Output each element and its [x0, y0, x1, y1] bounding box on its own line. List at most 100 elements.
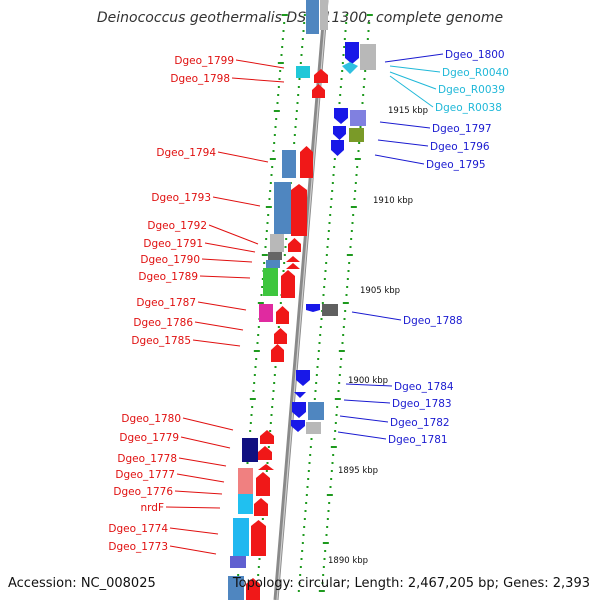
tick-mark — [283, 22, 286, 24]
tick-mark — [237, 574, 240, 576]
gene-arrow — [333, 126, 346, 140]
tick-mark — [309, 454, 312, 456]
leader-line — [176, 473, 225, 483]
gene-arrow — [258, 464, 274, 470]
gene-arrow — [286, 263, 300, 269]
tick-mark — [299, 574, 302, 576]
tick-mark — [334, 398, 341, 400]
gene-label: Dgeo_1797 — [432, 123, 492, 135]
tick-mark — [277, 326, 280, 328]
map-title: Deinococcus geothermalis DSM 11300, comp… — [97, 10, 503, 26]
gene-label: Dgeo_1792 — [147, 220, 207, 232]
tick-mark — [340, 358, 343, 360]
gene-arrow — [271, 344, 284, 362]
leader-line — [199, 275, 251, 279]
tick-mark — [273, 110, 280, 112]
gene-block — [322, 304, 338, 316]
gene-label: Dgeo_1798 — [170, 73, 230, 85]
tick-mark — [277, 62, 284, 64]
gene-label: Dgeo_1785 — [131, 335, 191, 347]
tick-mark — [330, 478, 333, 480]
gene-label: Dgeo_1788 — [403, 315, 463, 327]
tick-mark — [342, 302, 349, 304]
tick-mark — [253, 374, 256, 376]
tick-mark — [322, 566, 325, 568]
tick-mark — [271, 398, 274, 400]
gene-label: Dgeo_R0039 — [438, 84, 505, 96]
tick-mark — [332, 174, 335, 176]
tick-mark — [269, 190, 272, 192]
tick-mark — [343, 46, 346, 48]
tick-mark — [343, 38, 346, 40]
tick-mark — [302, 30, 305, 32]
tick-mark — [252, 390, 255, 392]
tick-mark — [260, 294, 263, 296]
tick-mark — [329, 214, 332, 216]
tick-mark — [331, 462, 334, 464]
tick-mark — [279, 70, 282, 72]
gene-arrow — [345, 42, 359, 64]
leader-line — [337, 431, 387, 440]
gene-label: Dgeo_1794 — [156, 147, 216, 159]
tick-mark — [350, 230, 353, 232]
gene-block — [320, 0, 328, 30]
tick-mark — [267, 446, 270, 448]
tick-mark — [301, 542, 304, 544]
tick-mark — [303, 518, 306, 520]
tick-mark — [318, 342, 321, 344]
tick-mark — [345, 22, 348, 24]
gene-arrow — [294, 392, 306, 398]
tick-mark — [249, 422, 252, 424]
tick-mark — [265, 206, 272, 208]
tick-mark — [293, 134, 296, 136]
tick-mark — [359, 126, 362, 128]
tick-mark — [265, 238, 268, 240]
gene-label: Dgeo_1779 — [119, 432, 179, 444]
leader-line — [212, 196, 261, 207]
tick-mark — [251, 406, 254, 408]
tick-mark — [334, 422, 337, 424]
tick-mark — [319, 334, 322, 336]
gene-block — [282, 150, 296, 178]
tick-mark — [281, 46, 284, 48]
gene-block — [349, 128, 364, 142]
tick-mark — [335, 414, 338, 416]
tick-mark — [323, 278, 326, 280]
leader-line — [169, 545, 217, 555]
tick-mark — [261, 254, 268, 256]
tick-mark — [366, 38, 369, 40]
leader-line — [182, 417, 234, 431]
tick-mark — [297, 86, 300, 88]
leader-line — [345, 383, 393, 387]
tick-mark — [345, 294, 348, 296]
gene-label: Dgeo_1796 — [430, 141, 490, 153]
gene-label: Dgeo_R0038 — [435, 102, 502, 114]
tick-mark — [284, 246, 287, 248]
gene-label: Dgeo_1795 — [426, 159, 486, 171]
tick-mark — [246, 462, 249, 464]
tick-mark — [362, 94, 365, 96]
tick-mark — [266, 462, 269, 464]
leader-line — [389, 71, 437, 90]
tick-mark — [273, 374, 276, 376]
scale-label: 1915 kbp — [388, 106, 428, 116]
tick-mark — [318, 590, 325, 592]
tick-mark — [320, 318, 323, 320]
tick-mark — [274, 366, 277, 368]
gene-features — [228, 0, 376, 600]
tick-mark — [278, 78, 281, 80]
scale-label: 1905 kbp — [360, 286, 400, 296]
tick-mark — [339, 366, 342, 368]
tick-mark — [332, 454, 335, 456]
leader-line — [180, 436, 231, 449]
tick-mark — [354, 158, 361, 160]
tick-mark — [319, 326, 322, 328]
gene-label: Dgeo_1800 — [445, 49, 505, 61]
gene-label: Dgeo_1781 — [388, 434, 448, 446]
tick-mark — [280, 54, 283, 56]
tick-mark — [271, 406, 274, 408]
gene-arrow — [291, 184, 307, 236]
tick-mark — [338, 382, 341, 384]
tick-mark — [338, 102, 341, 104]
tick-mark — [265, 470, 268, 472]
